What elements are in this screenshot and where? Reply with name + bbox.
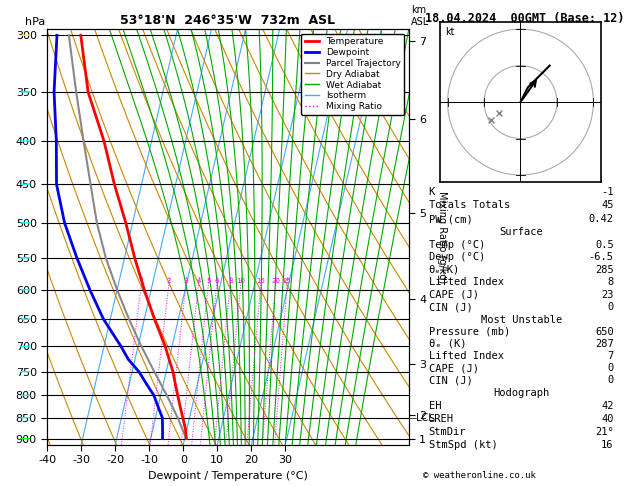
Text: PW (cm): PW (cm) xyxy=(428,214,472,224)
Text: StmDir: StmDir xyxy=(428,427,466,437)
Text: 5: 5 xyxy=(206,278,211,284)
Text: Temp (°C): Temp (°C) xyxy=(428,240,485,250)
Text: 15: 15 xyxy=(257,278,265,284)
Text: 45: 45 xyxy=(601,200,614,210)
Text: 7: 7 xyxy=(608,351,614,361)
Text: CAPE (J): CAPE (J) xyxy=(428,290,479,300)
X-axis label: Dewpoint / Temperature (°C): Dewpoint / Temperature (°C) xyxy=(148,470,308,481)
Text: 287: 287 xyxy=(595,339,614,349)
Text: Dewp (°C): Dewp (°C) xyxy=(428,252,485,262)
Text: 650: 650 xyxy=(595,327,614,337)
Title: 53°18'N  246°35'W  732m  ASL: 53°18'N 246°35'W 732m ASL xyxy=(120,14,336,27)
Text: Lifted Index: Lifted Index xyxy=(428,351,504,361)
Text: 42: 42 xyxy=(601,401,614,411)
Text: CIN (J): CIN (J) xyxy=(428,302,472,312)
Text: K: K xyxy=(428,187,435,196)
Text: kt: kt xyxy=(445,27,455,36)
Text: StmSpd (kt): StmSpd (kt) xyxy=(428,440,498,451)
Text: 8: 8 xyxy=(608,277,614,287)
Text: Lifted Index: Lifted Index xyxy=(428,277,504,287)
Text: SREH: SREH xyxy=(428,414,454,424)
Text: Surface: Surface xyxy=(499,227,543,237)
Text: 1: 1 xyxy=(139,278,144,284)
Text: CIN (J): CIN (J) xyxy=(428,375,472,385)
Text: LCL: LCL xyxy=(416,413,434,423)
Text: Hodograph: Hodograph xyxy=(493,388,549,398)
Text: 21°: 21° xyxy=(595,427,614,437)
Text: θₑ (K): θₑ (K) xyxy=(428,339,466,349)
Text: θₑ(K): θₑ(K) xyxy=(428,265,460,275)
Text: 8: 8 xyxy=(228,278,233,284)
Text: 4: 4 xyxy=(196,278,201,284)
Legend: Temperature, Dewpoint, Parcel Trajectory, Dry Adiabat, Wet Adiabat, Isotherm, Mi: Temperature, Dewpoint, Parcel Trajectory… xyxy=(301,34,404,115)
Text: 25: 25 xyxy=(283,278,292,284)
Text: Pressure (mb): Pressure (mb) xyxy=(428,327,510,337)
Text: 285: 285 xyxy=(595,265,614,275)
Text: 0: 0 xyxy=(608,302,614,312)
Text: 2: 2 xyxy=(167,278,171,284)
Text: 10: 10 xyxy=(237,278,245,284)
Text: 0: 0 xyxy=(608,363,614,373)
Text: 23: 23 xyxy=(601,290,614,300)
Text: 16: 16 xyxy=(601,440,614,451)
Text: -1: -1 xyxy=(601,187,614,196)
Text: EH: EH xyxy=(428,401,441,411)
Text: Most Unstable: Most Unstable xyxy=(481,314,562,325)
Text: 0.42: 0.42 xyxy=(589,214,614,224)
Text: 6: 6 xyxy=(214,278,219,284)
Text: 0.5: 0.5 xyxy=(595,240,614,250)
Text: 18.04.2024  00GMT (Base: 12): 18.04.2024 00GMT (Base: 12) xyxy=(425,12,624,25)
Y-axis label: Mixing Ratio (g/kg): Mixing Ratio (g/kg) xyxy=(437,191,447,283)
Text: hPa: hPa xyxy=(25,17,46,27)
Text: Totals Totals: Totals Totals xyxy=(428,200,510,210)
Text: 0: 0 xyxy=(608,375,614,385)
Text: 20: 20 xyxy=(271,278,280,284)
Text: 40: 40 xyxy=(601,414,614,424)
Text: -6.5: -6.5 xyxy=(589,252,614,262)
Text: 3: 3 xyxy=(184,278,188,284)
Text: km
ASL: km ASL xyxy=(411,5,429,27)
Text: CAPE (J): CAPE (J) xyxy=(428,363,479,373)
Text: © weatheronline.co.uk: © weatheronline.co.uk xyxy=(423,471,535,480)
